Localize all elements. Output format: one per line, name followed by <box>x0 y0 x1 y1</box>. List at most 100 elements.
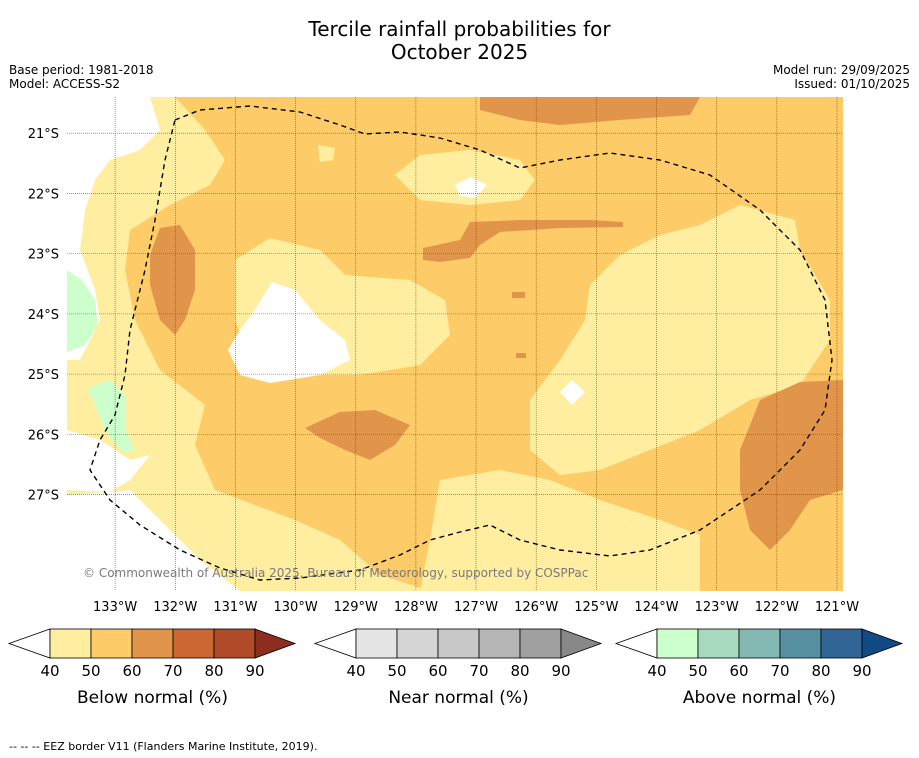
legend-2-tick-4: 80 <box>811 662 830 680</box>
legend-1-tick-3: 70 <box>469 662 488 680</box>
band-below-40-north <box>395 150 535 205</box>
legend-2-max-extend <box>861 628 904 659</box>
issued-text: Issued: 01/10/2025 <box>794 77 910 91</box>
legend-1-tick-0: 40 <box>346 662 365 680</box>
band-below-60-west <box>150 225 195 335</box>
band-below-40-island <box>318 145 335 162</box>
area-no-signal-south <box>67 490 240 591</box>
band-above-40-west <box>67 270 98 352</box>
lon-tick-label-11: 122°W <box>755 600 799 615</box>
legend-1-swatch-3 <box>478 628 521 659</box>
band-below-60-dot1 <box>512 292 525 298</box>
legend-0-tick-2: 60 <box>122 662 141 680</box>
model-text: Model: ACCESS-S2 <box>9 77 121 91</box>
legend-1-min-extend <box>313 628 357 659</box>
legend-2-min-extend <box>614 628 658 659</box>
lon-tick-label-0: 133°W <box>93 600 137 615</box>
legend-1-tick-1: 50 <box>387 662 406 680</box>
legend-2-swatch-1 <box>697 628 740 659</box>
chart-title-line1: Tercile rainfall probabilities for <box>308 17 611 41</box>
lat-tick-label-1: 22°S <box>28 187 59 202</box>
legend-2-swatch-4 <box>820 628 863 659</box>
lat-tick-label-2: 23°S <box>28 248 59 263</box>
map-plot: © Commonwealth of Australia 2025, Bureau… <box>67 97 843 591</box>
lon-tick-label-9: 124°W <box>634 600 678 615</box>
legend-0-min-extend <box>7 628 51 659</box>
legend-1-label: Near normal (%) <box>388 688 528 708</box>
legend-2-tick-0: 40 <box>647 662 666 680</box>
legend-0-tick-5: 90 <box>245 662 264 680</box>
legend-1-swatch-2 <box>437 628 480 659</box>
area-no-signal-north <box>455 177 487 198</box>
lon-axis: 133°W 132°W 131°W 130°W 129°W 128°W 127°W 126°W… <box>93 600 859 615</box>
lat-axis: 21°S 22°S 23°S 24°S 25°S 26°S 27°S <box>28 127 59 503</box>
band-below-40-east <box>530 205 830 475</box>
legend-2-swatch-3 <box>779 628 822 659</box>
band-below-60-dot2 <box>516 353 526 358</box>
meta-right: Model run: 29/09/2025 Issued: 01/10/2025 <box>773 63 910 91</box>
lon-tick-label-6: 127°W <box>454 600 498 615</box>
lon-tick-label-5: 128°W <box>394 600 438 615</box>
lon-tick-label-3: 130°W <box>274 600 318 615</box>
legend-0-tick-3: 70 <box>163 662 182 680</box>
legend-0-swatch-4 <box>213 628 256 659</box>
lon-tick-label-10: 123°W <box>695 600 739 615</box>
legend-1-max-extend <box>560 628 603 659</box>
band-below-40-south <box>420 470 700 591</box>
legend-0-tick-0: 40 <box>40 662 59 680</box>
legend-1-tick-4: 80 <box>510 662 529 680</box>
area-no-signal-southwest <box>67 430 150 492</box>
legend-2-label: Above normal (%) <box>683 688 836 708</box>
legend-0-swatch-0 <box>49 628 92 659</box>
band-below-40-west <box>67 97 430 591</box>
legend-2-swatch-2 <box>738 628 781 659</box>
legend-0-tick-1: 50 <box>81 662 100 680</box>
legend-1-swatch-1 <box>396 628 439 659</box>
legend-1-swatch-0 <box>355 628 398 659</box>
legend-0-tick-4: 80 <box>204 662 223 680</box>
legend-0: 40 50 60 70 80 90 Below normal (%) <box>7 628 297 708</box>
map-gridlines <box>67 97 843 591</box>
model-run-text: Model run: 29/09/2025 <box>772 63 910 77</box>
lon-tick-label-2: 131°W <box>213 600 257 615</box>
meta-left: Base period: 1981-2018 Model: ACCESS-S2 <box>9 63 154 91</box>
legend-0-swatch-3 <box>172 628 215 659</box>
base-period-text: Base period: 1981-2018 <box>9 63 154 77</box>
lon-tick-label-1: 132°W <box>153 600 197 615</box>
legends: 40 50 60 70 80 90 Below normal (%) 40 50 60 70 80 90… <box>7 628 904 708</box>
legend-1-tick-2: 60 <box>428 662 447 680</box>
band-above-40-southwest <box>88 380 135 452</box>
legend-2-tick-1: 50 <box>688 662 707 680</box>
lat-tick-label-4: 25°S <box>28 368 59 383</box>
lon-tick-label-4: 129°W <box>334 600 378 615</box>
legend-1: 40 50 60 70 80 90 Near normal (%) <box>313 628 603 708</box>
chart-title-line2: October 2025 <box>390 40 529 64</box>
chart-title: Tercile rainfall probabilities for Octob… <box>0 18 919 64</box>
legend-0-swatch-1 <box>90 628 133 659</box>
band-below-60-streak <box>423 220 623 262</box>
eez-footnote: -- -- -- EEZ border V11 (Flanders Marine… <box>9 740 318 753</box>
legend-2: 40 50 60 70 80 90 Above normal (%) <box>614 628 904 708</box>
band-below-60-north <box>480 97 700 125</box>
legend-2-tick-5: 90 <box>852 662 871 680</box>
lat-tick-label-3: 24°S <box>28 308 59 323</box>
lat-tick-label-6: 27°S <box>28 489 59 504</box>
legend-2-tick-2: 60 <box>729 662 748 680</box>
legend-1-tick-5: 90 <box>551 662 570 680</box>
lat-tick-label-0: 21°S <box>28 127 59 142</box>
legend-2-swatch-0 <box>656 628 699 659</box>
area-no-signal-diamond <box>560 380 585 405</box>
legend-0-max-extend <box>254 628 297 659</box>
legend-1-swatch-4 <box>519 628 562 659</box>
legend-2-tick-3: 70 <box>770 662 789 680</box>
eez-border <box>89 105 833 581</box>
lon-tick-label-7: 126°W <box>514 600 558 615</box>
legend-0-label: Below normal (%) <box>77 688 228 708</box>
lat-tick-label-5: 26°S <box>28 428 59 443</box>
lon-tick-label-8: 125°W <box>574 600 618 615</box>
copyright-text: © Commonwealth of Australia 2025, Bureau… <box>83 566 588 580</box>
lon-tick-label-12: 121°W <box>815 600 859 615</box>
legend-0-swatch-2 <box>131 628 174 659</box>
band-below-60-center <box>305 410 410 460</box>
